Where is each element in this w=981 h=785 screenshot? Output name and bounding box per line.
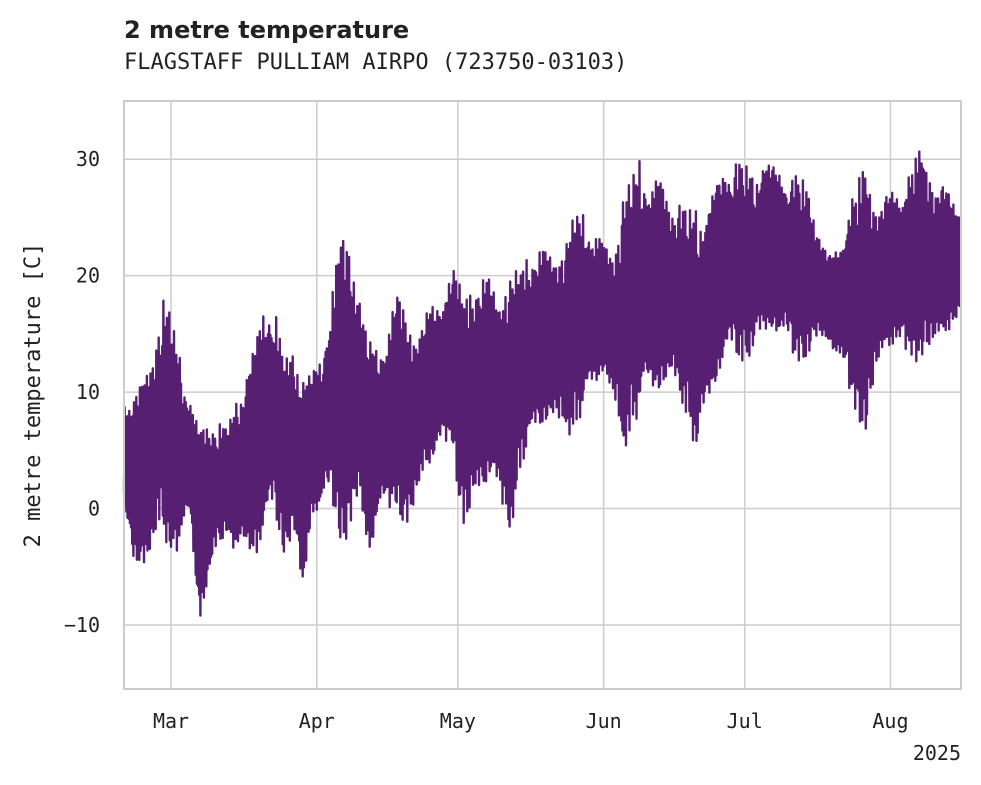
- x-tick-label: Jul: [727, 709, 763, 733]
- temperature-line: [122, 150, 962, 617]
- plot-frame: [123, 100, 962, 690]
- x-tick-label: Jun: [586, 709, 622, 733]
- x-tick-label: Apr: [299, 709, 335, 733]
- y-tick-label: 30: [76, 147, 100, 171]
- x-tick-label: Aug: [872, 709, 908, 733]
- y-tick-label: 0: [88, 497, 100, 521]
- year-label: 2025: [913, 741, 961, 765]
- y-tick-label: 10: [76, 380, 100, 404]
- y-tick-label: 20: [76, 264, 100, 288]
- x-tick-label: May: [440, 709, 476, 733]
- y-tick-label: −10: [64, 613, 100, 637]
- chart-title: 2 metre temperature: [124, 16, 410, 44]
- x-tick-label: Mar: [153, 709, 189, 733]
- chart-subtitle: FLAGSTAFF PULLIAM AIRPO (723750-03103): [124, 50, 628, 75]
- y-ticks: −10 0 10 20 30: [64, 147, 100, 637]
- series-line: [122, 150, 962, 617]
- x-ticks: Mar Apr May Jun Jul Aug: [153, 709, 909, 733]
- y-axis-label: 2 metre temperature [C]: [21, 243, 46, 548]
